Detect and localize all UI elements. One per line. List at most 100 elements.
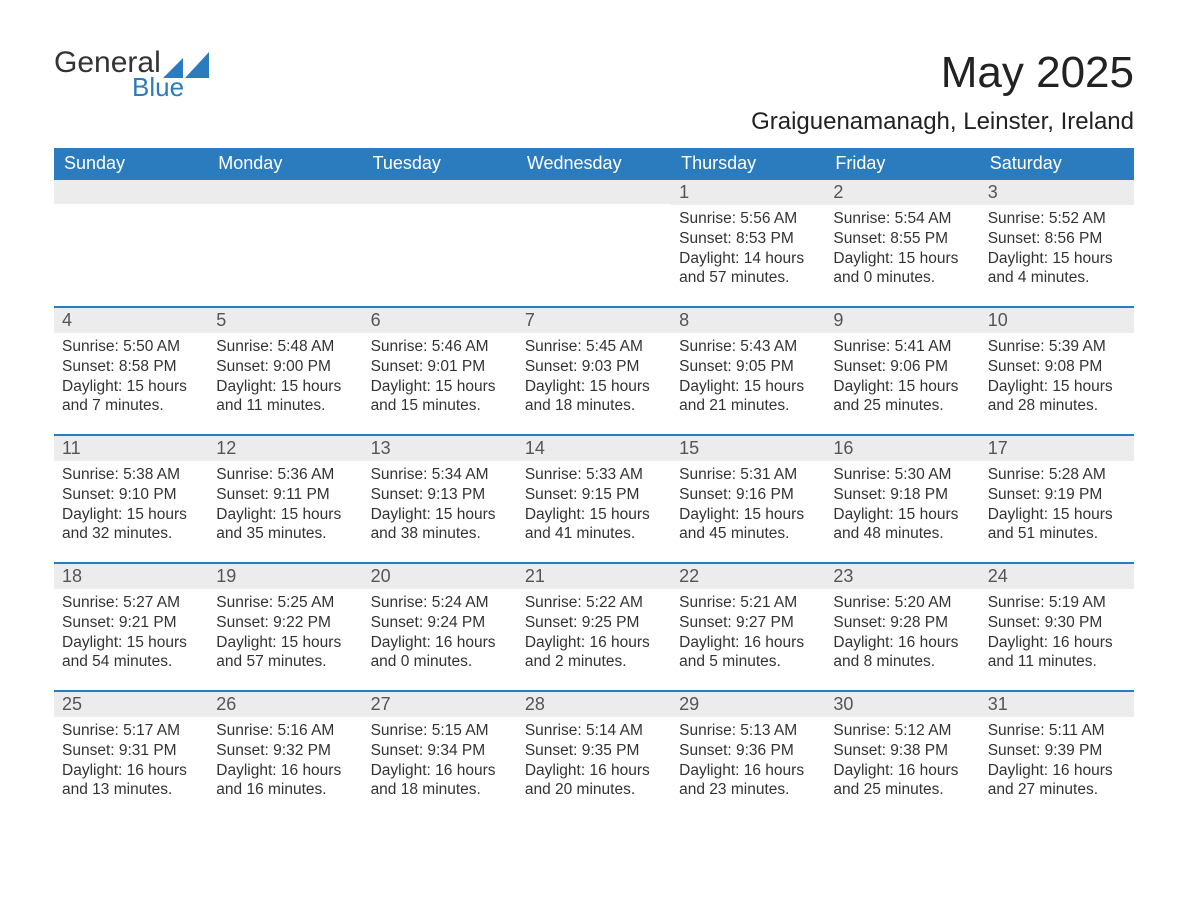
daylight1-text: Daylight: 15 hours <box>833 377 971 397</box>
day-number: 28 <box>525 694 545 714</box>
daylight1-text: Daylight: 15 hours <box>988 249 1126 269</box>
daynum-row: 10 <box>980 308 1134 333</box>
cell-body <box>517 204 671 214</box>
cell-body: Sunrise: 5:41 AMSunset: 9:06 PMDaylight:… <box>825 333 979 422</box>
sunrise-text: Sunrise: 5:50 AM <box>62 337 200 357</box>
sunrise-text: Sunrise: 5:24 AM <box>371 593 509 613</box>
page-title: May 2025 <box>751 48 1134 98</box>
daylight2-text: and 11 minutes. <box>988 652 1126 672</box>
calendar-cell: 27Sunrise: 5:15 AMSunset: 9:34 PMDayligh… <box>363 692 517 818</box>
sunrise-text: Sunrise: 5:15 AM <box>371 721 509 741</box>
daylight1-text: Daylight: 15 hours <box>216 377 354 397</box>
cell-body: Sunrise: 5:20 AMSunset: 9:28 PMDaylight:… <box>825 589 979 678</box>
daylight1-text: Daylight: 15 hours <box>833 249 971 269</box>
cell-body: Sunrise: 5:12 AMSunset: 9:38 PMDaylight:… <box>825 717 979 806</box>
cell-body: Sunrise: 5:13 AMSunset: 9:36 PMDaylight:… <box>671 717 825 806</box>
daylight1-text: Daylight: 15 hours <box>679 505 817 525</box>
cell-body <box>54 204 208 214</box>
daynum-row: 2 <box>825 180 979 205</box>
day-number: 17 <box>988 438 1008 458</box>
daylight1-text: Daylight: 15 hours <box>62 505 200 525</box>
cell-body: Sunrise: 5:54 AMSunset: 8:55 PMDaylight:… <box>825 205 979 294</box>
sunset-text: Sunset: 9:34 PM <box>371 741 509 761</box>
cell-body: Sunrise: 5:48 AMSunset: 9:00 PMDaylight:… <box>208 333 362 422</box>
calendar-cell: 3Sunrise: 5:52 AMSunset: 8:56 PMDaylight… <box>980 180 1134 306</box>
sunrise-text: Sunrise: 5:16 AM <box>216 721 354 741</box>
daylight1-text: Daylight: 15 hours <box>988 505 1126 525</box>
daylight2-text: and 25 minutes. <box>833 396 971 416</box>
cell-body: Sunrise: 5:30 AMSunset: 9:18 PMDaylight:… <box>825 461 979 550</box>
calendar-cell: 10 Sunrise: 5:39 AMSunset: 9:08 PMDayligh… <box>980 308 1134 434</box>
calendar-cell: 30Sunrise: 5:12 AMSunset: 9:38 PMDayligh… <box>825 692 979 818</box>
daylight2-text: and 23 minutes. <box>679 780 817 800</box>
calendar-cell: 4Sunrise: 5:50 AMSunset: 8:58 PMDaylight… <box>54 308 208 434</box>
location-text: Graiguenamanagh, Leinster, Ireland <box>751 108 1134 136</box>
sunrise-text: Sunrise: 5:30 AM <box>833 465 971 485</box>
daylight1-text: Daylight: 15 hours <box>988 377 1126 397</box>
sunset-text: Sunset: 9:06 PM <box>833 357 971 377</box>
sunset-text: Sunset: 9:08 PM <box>988 357 1126 377</box>
day-number: 25 <box>62 694 82 714</box>
day-number: 13 <box>371 438 391 458</box>
cell-body: Sunrise: 5:27 AMSunset: 9:21 PMDaylight:… <box>54 589 208 678</box>
day-number: 16 <box>833 438 853 458</box>
daylight1-text: Daylight: 15 hours <box>62 633 200 653</box>
daylight2-text: and 18 minutes. <box>525 396 663 416</box>
sunrise-text: Sunrise: 5:43 AM <box>679 337 817 357</box>
daynum-row <box>54 180 208 204</box>
day-number: 18 <box>62 566 82 586</box>
cell-body: Sunrise: 5:33 AMSunset: 9:15 PMDaylight:… <box>517 461 671 550</box>
day-number: 29 <box>679 694 699 714</box>
weeks-container: 1Sunrise: 5:56 AMSunset: 8:53 PMDaylight… <box>54 180 1134 818</box>
calendar-cell: 31Sunrise: 5:11 AMSunset: 9:39 PMDayligh… <box>980 692 1134 818</box>
cell-body: Sunrise: 5:56 AMSunset: 8:53 PMDaylight:… <box>671 205 825 294</box>
calendar-cell: 29 Sunrise: 5:13 AMSunset: 9:36 PMDayligh… <box>671 692 825 818</box>
calendar-cell: 8Sunrise: 5:43 AMSunset: 9:05 PMDaylight… <box>671 308 825 434</box>
cell-body <box>363 204 517 214</box>
sunrise-text: Sunrise: 5:39 AM <box>988 337 1126 357</box>
daynum-row: 20 <box>363 564 517 589</box>
daylight1-text: Daylight: 15 hours <box>216 505 354 525</box>
daylight2-text: and 32 minutes. <box>62 524 200 544</box>
calendar-cell: 9Sunrise: 5:41 AMSunset: 9:06 PMDaylight… <box>825 308 979 434</box>
cell-body: Sunrise: 5:24 AMSunset: 9:24 PMDaylight:… <box>363 589 517 678</box>
weekday-header-row: Sunday Monday Tuesday Wednesday Thursday… <box>54 148 1134 180</box>
weekday-header: Monday <box>208 148 362 180</box>
daynum-row: 9 <box>825 308 979 333</box>
daylight1-text: Daylight: 15 hours <box>525 505 663 525</box>
sunset-text: Sunset: 9:01 PM <box>371 357 509 377</box>
daynum-row: 28 <box>517 692 671 717</box>
cell-body <box>208 204 362 214</box>
sunset-text: Sunset: 9:35 PM <box>525 741 663 761</box>
calendar-cell: 24Sunrise: 5:19 AMSunset: 9:30 PMDayligh… <box>980 564 1134 690</box>
cell-body: Sunrise: 5:17 AMSunset: 9:31 PMDaylight:… <box>54 717 208 806</box>
calendar-cell: 13 Sunrise: 5:34 AMSunset: 9:13 PMDayligh… <box>363 436 517 562</box>
daylight1-text: Daylight: 15 hours <box>679 377 817 397</box>
daylight2-text: and 20 minutes. <box>525 780 663 800</box>
calendar-cell: 21Sunrise: 5:22 AMSunset: 9:25 PMDayligh… <box>517 564 671 690</box>
daylight2-text: and 27 minutes. <box>988 780 1126 800</box>
daynum-row: 23 <box>825 564 979 589</box>
weekday-header: Tuesday <box>363 148 517 180</box>
daylight2-text: and 38 minutes. <box>371 524 509 544</box>
sunrise-text: Sunrise: 5:13 AM <box>679 721 817 741</box>
daynum-row <box>363 180 517 204</box>
calendar-cell: 16 Sunrise: 5:30 AMSunset: 9:18 PMDayligh… <box>825 436 979 562</box>
day-number: 5 <box>216 310 226 330</box>
daylight1-text: Daylight: 16 hours <box>62 761 200 781</box>
sunset-text: Sunset: 9:13 PM <box>371 485 509 505</box>
logo-block: General Blue <box>54 48 209 103</box>
daylight2-text: and 28 minutes. <box>988 396 1126 416</box>
cell-body: Sunrise: 5:38 AMSunset: 9:10 PMDaylight:… <box>54 461 208 550</box>
week-row: 18 Sunrise: 5:27 AMSunset: 9:21 PMDayligh… <box>54 562 1134 690</box>
title-block: May 2025 Graiguenamanagh, Leinster, Irel… <box>751 48 1134 136</box>
day-number: 8 <box>679 310 689 330</box>
day-number: 11 <box>62 438 81 458</box>
calendar-cell: 25 Sunrise: 5:17 AMSunset: 9:31 PMDayligh… <box>54 692 208 818</box>
calendar-cell: 23Sunrise: 5:20 AMSunset: 9:28 PMDayligh… <box>825 564 979 690</box>
cell-body: Sunrise: 5:52 AMSunset: 8:56 PMDaylight:… <box>980 205 1134 294</box>
day-number: 26 <box>216 694 236 714</box>
sunset-text: Sunset: 9:39 PM <box>988 741 1126 761</box>
cell-body: Sunrise: 5:34 AMSunset: 9:13 PMDaylight:… <box>363 461 517 550</box>
weekday-header: Sunday <box>54 148 208 180</box>
